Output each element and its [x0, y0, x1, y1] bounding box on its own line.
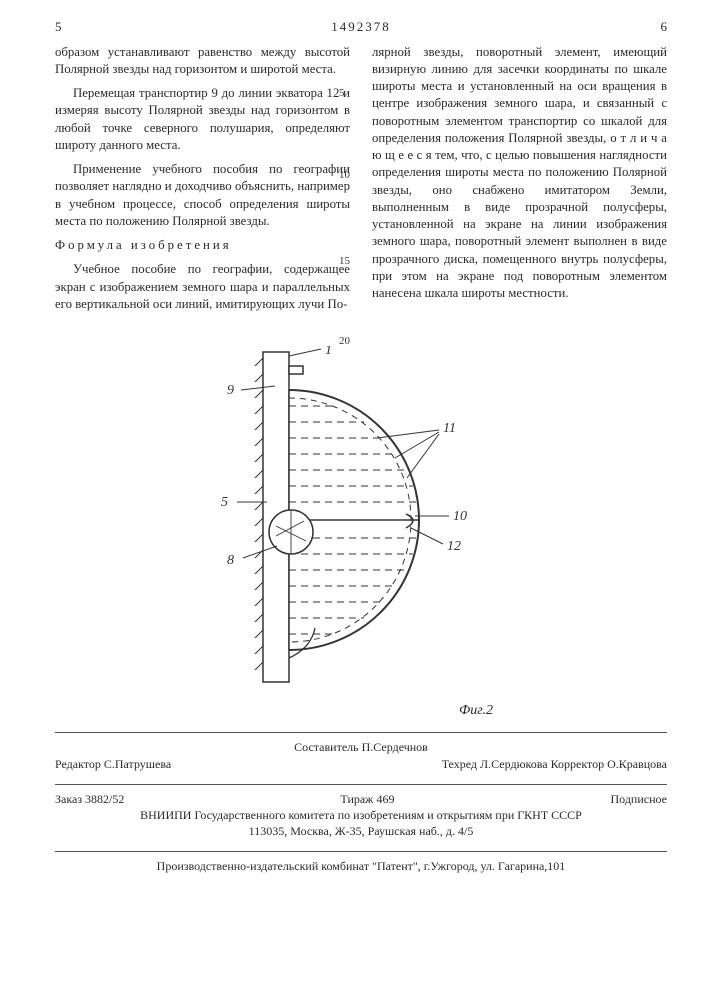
separator-2: [55, 784, 667, 785]
footer-block: Составитель П.Сердечнов Редактор С.Патру…: [55, 739, 667, 874]
editor-line: Редактор С.Патрушева: [55, 756, 171, 772]
order-line: Заказ 3882/52: [55, 791, 124, 807]
label-11: 11: [443, 421, 456, 436]
line-mark-15: 15: [339, 256, 350, 267]
tirazh-line: Тираж 469: [340, 791, 394, 807]
label-12: 12: [447, 539, 461, 554]
right-p1: лярной звезды, поворотный элемент, имеющ…: [372, 44, 667, 303]
label-5: 5: [221, 495, 228, 510]
compiler-line: Составитель П.Сердечнов: [55, 739, 667, 755]
header-row: 5 1492378 6: [55, 18, 667, 36]
page: 5 1492378 6 5 10 15 20 образом устанавли…: [0, 0, 707, 1000]
label-1: 1: [325, 346, 332, 358]
label-9: 9: [227, 383, 234, 398]
col-num-left: 5: [55, 18, 62, 36]
figure-svg: 1 9 5 8 11 10 12: [181, 346, 541, 696]
left-column: образом устанавливают равенство между вы…: [55, 44, 350, 321]
left-p3: Применение учебного пособия по географии…: [55, 161, 350, 230]
org-line: ВНИИПИ Государственного комитета по изоб…: [55, 807, 667, 823]
addr-line: 113035, Москва, Ж-35, Раушская наб., д. …: [55, 823, 667, 839]
formula-title: Формула изобретения: [55, 237, 350, 254]
podpis-line: Подписное: [611, 791, 668, 807]
separator-3: [55, 851, 667, 852]
separator-1: [55, 732, 667, 733]
line-mark-20: 20: [339, 336, 350, 347]
line-mark-10: 10: [339, 170, 350, 181]
line-mark-5: 5: [339, 88, 345, 99]
figure-caption: Фиг.2: [459, 702, 493, 721]
left-p2: Перемещая транспортир 9 до линии экватор…: [55, 85, 350, 154]
label-8: 8: [227, 553, 234, 568]
left-p4: Учебное пособие по географии, со­держаще…: [55, 261, 350, 313]
left-p1: образом устанавливают равенство между вы…: [55, 44, 350, 79]
body-columns: образом устанавливают равенство между вы…: [55, 44, 667, 321]
figure-2: 1 9 5 8 11 10 12: [55, 346, 667, 720]
press-line: Производственно-издательский комбинат "П…: [55, 858, 667, 874]
label-10: 10: [453, 509, 467, 524]
right-column: лярной звезды, поворотный элемент, имеющ…: [372, 44, 667, 321]
patent-number: 1492378: [331, 18, 391, 36]
tech-corr-line: Техред Л.Сердюкова Корректор О.Кравцова: [442, 756, 667, 772]
col-num-right: 6: [661, 18, 668, 36]
